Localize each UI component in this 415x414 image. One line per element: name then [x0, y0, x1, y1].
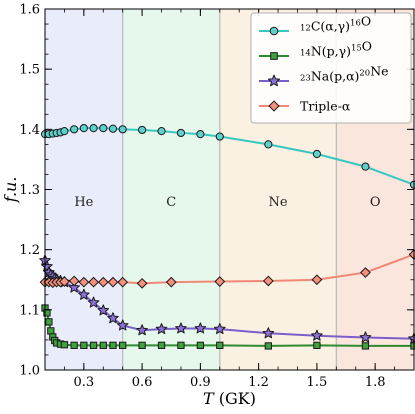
data-point — [116, 319, 129, 331]
data-point — [138, 125, 147, 135]
data-point — [215, 132, 224, 141]
data-point — [68, 275, 80, 287]
y-tick-label: 1.3 — [19, 183, 40, 198]
y-tick-label: 1.2 — [19, 243, 40, 258]
data-point — [165, 276, 177, 288]
y-axis-label: f.u. — [1, 177, 20, 204]
data-point — [213, 323, 226, 335]
data-point — [119, 341, 127, 349]
data-point — [136, 324, 148, 336]
y-tick-label: 1.4 — [19, 123, 40, 138]
x-tick-label: 1.5 — [307, 375, 328, 390]
region-band — [122, 9, 220, 370]
data-point — [361, 162, 370, 171]
region-label: He — [74, 195, 93, 210]
series-markers — [39, 124, 415, 350]
data-point — [99, 341, 107, 349]
data-point — [108, 124, 118, 133]
data-point — [264, 342, 272, 350]
data-point — [78, 288, 90, 300]
legend-marker — [269, 26, 279, 36]
x-tick-label: 0.9 — [190, 375, 211, 390]
data-point — [45, 318, 53, 326]
data-point — [311, 329, 323, 341]
data-point — [89, 341, 98, 349]
x-tick-label: 0.3 — [73, 375, 94, 390]
data-point — [68, 281, 80, 293]
data-point — [311, 274, 323, 286]
data-point — [97, 276, 109, 288]
data-point — [99, 124, 108, 133]
legend-label: 14N(p,γ)15O — [300, 39, 372, 59]
data-point — [107, 276, 119, 288]
data-point — [88, 276, 99, 288]
y-tick-label: 1.6 — [19, 3, 40, 18]
data-point — [313, 341, 321, 349]
data-point — [262, 275, 274, 287]
legend-marker — [267, 74, 281, 87]
data-point — [196, 341, 205, 349]
data-point — [89, 124, 98, 133]
data-point — [157, 127, 166, 136]
data-point — [264, 140, 273, 149]
data-point — [175, 322, 187, 334]
region-label: Ne — [269, 195, 288, 210]
data-point — [70, 125, 79, 134]
data-point — [312, 149, 321, 159]
data-point — [109, 341, 117, 349]
data-point — [176, 128, 186, 138]
data-point — [138, 341, 146, 349]
legend-label: 23Na(p,α)20Ne — [300, 64, 389, 84]
data-point — [60, 341, 69, 349]
data-point — [157, 341, 166, 349]
data-point — [79, 124, 88, 133]
data-point — [359, 331, 372, 343]
x-axis-label: T (GK) — [203, 389, 256, 408]
legend-marker — [268, 100, 280, 112]
data-point — [97, 304, 110, 316]
legend-box — [250, 12, 412, 124]
data-point — [118, 125, 127, 134]
data-point — [60, 127, 69, 136]
legend-label: 12C(α,γ)16O — [300, 14, 371, 34]
data-point — [214, 276, 226, 287]
data-point — [177, 341, 185, 349]
x-tick-label: 0.6 — [132, 375, 153, 390]
region-band — [45, 9, 123, 370]
data-point — [107, 312, 119, 324]
region-labels: He C Ne O — [74, 195, 380, 210]
data-point — [59, 276, 70, 287]
data-point — [87, 296, 100, 308]
data-point — [360, 267, 371, 278]
legend-label: Triple-α — [300, 99, 351, 114]
data-point — [78, 276, 90, 288]
legend-marker — [270, 52, 278, 60]
data-point — [70, 341, 78, 349]
x-tick-label: 1.2 — [248, 375, 269, 390]
data-point — [155, 323, 168, 335]
x-tick-label: 1.8 — [365, 375, 386, 390]
data-point — [80, 341, 88, 349]
region-label: O — [370, 195, 381, 210]
data-point — [361, 342, 370, 350]
data-point — [47, 327, 55, 335]
data-point — [194, 322, 207, 334]
data-point — [262, 327, 275, 339]
y-tick-label: 1.1 — [19, 303, 40, 318]
region-label: C — [166, 195, 176, 210]
axis-ticks: 0.3 0.6 0.9 1.2 1.5 1.8 1.0 1.1 1.2 1.3 1.4 1.5 1.6 — [19, 3, 415, 390]
data-point — [136, 277, 148, 289]
data-point — [117, 276, 129, 288]
legend: 12C(α,γ)16O 14N(p,γ)15O 23Na(p,α)20Ne Tripl… — [250, 12, 412, 124]
data-point — [196, 130, 205, 139]
y-tick-label: 1.5 — [19, 63, 40, 78]
data-point — [216, 341, 224, 349]
y-tick-label: 1.0 — [19, 364, 40, 379]
